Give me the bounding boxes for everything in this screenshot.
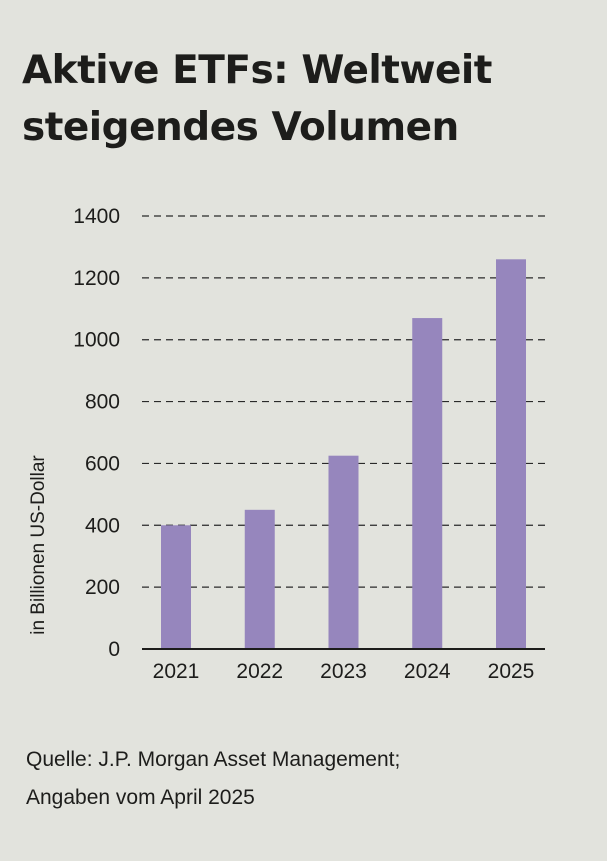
bar	[328, 455, 359, 649]
bar	[244, 509, 275, 649]
x-tick-label: 2023	[320, 660, 367, 683]
y-axis-label: in Billionen US-Dollar	[28, 455, 49, 635]
source-line-1: Quelle: J.P. Morgan Asset Management;	[26, 748, 401, 771]
bar	[161, 525, 191, 649]
y-tick-label: 200	[85, 576, 120, 599]
bars	[161, 259, 526, 649]
y-tick-label: 400	[85, 514, 120, 537]
x-tick-label: 2022	[236, 660, 283, 683]
y-tick-label: 1000	[73, 329, 120, 352]
x-tick-labels: 2021 2022 2023 2024 2025	[153, 660, 535, 683]
y-tick-label: 1200	[73, 267, 120, 290]
y-tick-labels: 0 200 400 600 800 1000 1200 1400	[73, 205, 120, 661]
chart-title: Aktive ETFs: Weltweit steigendes Volumen	[22, 48, 492, 150]
y-tick-label: 1400	[73, 205, 120, 228]
source-line-2: Angaben vom April 2025	[26, 786, 255, 809]
y-tick-label: 800	[85, 391, 120, 414]
bar	[496, 259, 526, 649]
x-tick-label: 2024	[404, 660, 451, 683]
x-tick-label: 2021	[153, 660, 200, 683]
source-note: Quelle: J.P. Morgan Asset Management; An…	[26, 741, 586, 817]
x-tick-label: 2025	[488, 660, 535, 683]
y-tick-label: 0	[108, 638, 120, 661]
bar	[412, 318, 443, 649]
y-tick-label: 600	[85, 452, 120, 475]
